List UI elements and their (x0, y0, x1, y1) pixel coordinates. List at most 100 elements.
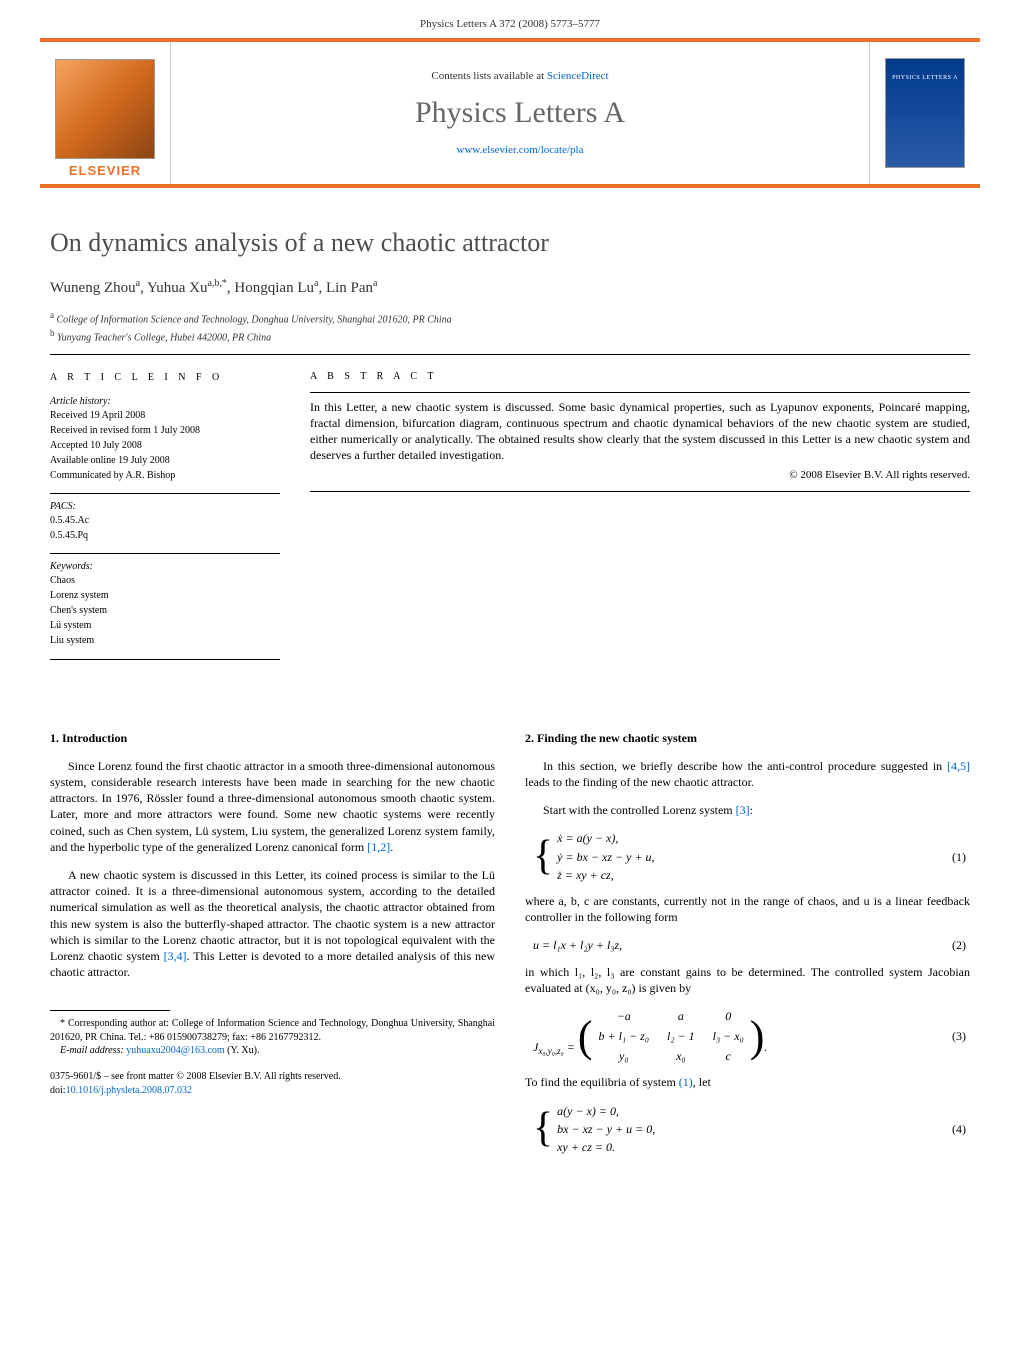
matrix-cell: y₀ (598, 1048, 649, 1064)
matrix-cell: l₂ − 1 (667, 1028, 695, 1044)
sec2-para-4: in which l₁, l₂, l₃ are constant gains t… (525, 964, 970, 996)
matrix-cell: a (667, 1008, 695, 1024)
p1b: leads to the finding of the new chaotic … (525, 775, 754, 789)
history-line: Received in revised form 1 July 2008 (50, 424, 280, 438)
equation-2: u = l₁x + l₂y + l₃z, (2) (525, 937, 970, 953)
sciencedirect-link[interactable]: ScienceDirect (547, 70, 609, 82)
keywords-label: Keywords: (50, 560, 280, 574)
pacs-label: PACS: (50, 500, 280, 514)
eq3-number: (3) (952, 1028, 970, 1044)
doi-label: doi: (50, 1085, 66, 1096)
history-line: Communicated by A.R. Bishop (50, 469, 280, 483)
eq4-l2: bx − xz − y + u = 0, (557, 1121, 655, 1137)
matrix-cell: c (713, 1048, 744, 1064)
ref-link-4-5[interactable]: [4,5] (947, 759, 970, 773)
matrix-cell: 0 (713, 1008, 744, 1024)
sec2-para-3: where a, b, c are constants, currently n… (525, 893, 970, 925)
equation-1: { ẋ = a(y − x), ẏ = bx − xz − y + u, ż =… (525, 830, 970, 883)
ref-link-1-2[interactable]: [1,2] (367, 840, 390, 854)
abstract-heading: a b s t r a c t (310, 371, 970, 382)
doi-link[interactable]: 10.1016/j.physleta.2008.07.032 (66, 1085, 192, 1096)
email-link[interactable]: yuhuaxu2004@163.com (126, 1045, 224, 1056)
abstract-column: a b s t r a c t In this Letter, a new ch… (310, 371, 970, 670)
email-name: (Y. Xu). (227, 1045, 259, 1056)
history-line: Available online 19 July 2008 (50, 454, 280, 468)
eq2-number: (2) (952, 937, 970, 953)
eq4-number: (4) (952, 1121, 970, 1137)
sec2-para-5: To find the equilibria of system (1), le… (525, 1074, 970, 1090)
eq1-number: (1) (952, 849, 970, 865)
matrix-cell: b + l₁ − z₀ (598, 1028, 649, 1044)
abstract-copyright: © 2008 Elsevier B.V. All rights reserved… (310, 469, 970, 492)
ref-link-3-4[interactable]: [3,4] (164, 949, 187, 963)
equation-4: { a(y − x) = 0, bx − xz − y + u = 0, xy … (525, 1103, 970, 1156)
abstract-text: In this Letter, a new chaotic system is … (310, 392, 970, 464)
running-head: Physics Letters A 372 (2008) 5773–5777 (0, 0, 1020, 38)
ref-link-3[interactable]: [3] (736, 803, 750, 817)
keyword-line: Liu system (50, 634, 280, 648)
journal-cover-block: PHYSICS LETTERS A (870, 42, 980, 184)
section-2-heading: 2. Finding the new chaotic system (525, 730, 970, 746)
p1a: In this section, we briefly describe how… (543, 759, 947, 773)
banner-center: Contents lists available at ScienceDirec… (170, 42, 870, 184)
journal-url-line: www.elsevier.com/locate/pla (457, 144, 584, 156)
body-columns: 1. Introduction Since Lorenz found the f… (50, 730, 970, 1166)
matrix-cell: −a (598, 1008, 649, 1024)
history-line: Accepted 10 July 2008 (50, 439, 280, 453)
eq1-l3: ż = xy + cz, (557, 867, 654, 883)
issn-line: 0375-9601/$ – see front matter © 2008 El… (50, 1070, 495, 1084)
doi-line: doi:10.1016/j.physleta.2008.07.032 (50, 1084, 495, 1098)
article-history-section: Article history: Received 19 April 2008R… (50, 395, 280, 483)
journal-banner: ELSEVIER Contents lists available at Sci… (40, 38, 980, 188)
equation-3: Jx₀,y₀,z₀ = ( −aa0b + l₁ − z₀l₂ − 1l₃ − … (525, 1008, 970, 1065)
p1-text: Since Lorenz found the first chaotic att… (50, 759, 495, 854)
sec2-para-1: In this section, we briefly describe how… (525, 758, 970, 790)
left-paren-icon: ( (578, 1020, 593, 1053)
right-column: 2. Finding the new chaotic system In thi… (525, 730, 970, 1166)
affiliation-line: a College of Information Science and Tec… (50, 309, 970, 327)
intro-para-1: Since Lorenz found the first chaotic att… (50, 758, 495, 855)
journal-url-link[interactable]: www.elsevier.com/locate/pla (457, 144, 584, 156)
history-line: Received 19 April 2008 (50, 409, 280, 423)
eq1-l1: ẋ = a(y − x), (557, 830, 654, 846)
right-paren-icon: ) (750, 1020, 765, 1053)
article-info-column: a r t i c l e i n f o Article history: R… (50, 371, 280, 670)
email-label: E-mail address: (60, 1045, 124, 1056)
info-abstract-row: a r t i c l e i n f o Article history: R… (50, 354, 970, 670)
contents-line: Contents lists available at ScienceDirec… (431, 70, 608, 82)
cover-text: PHYSICS LETTERS A (892, 75, 958, 81)
matrix-cell: l₃ − x₀ (713, 1028, 744, 1044)
pacs-line: 0.5.45.Ac (50, 514, 280, 528)
article-title: On dynamics analysis of a new chaotic at… (50, 228, 970, 258)
footnote-separator (50, 1010, 170, 1011)
intro-para-2: A new chaotic system is discussed in thi… (50, 867, 495, 980)
left-brace-icon: { (533, 1112, 553, 1146)
elsevier-tree-logo (55, 59, 155, 159)
eq3-sub: x₀,y₀,z₀ (538, 1046, 563, 1056)
keyword-line: Lü system (50, 619, 280, 633)
authors-line: Wuneng Zhoua, Yuhua Xua,b,*, Hongqian Lu… (50, 278, 970, 297)
eq2-line: u = l₁x + l₂y + l₃z, (525, 937, 622, 953)
p1-end: . (390, 840, 393, 854)
ref-link-eq1[interactable]: (1) (679, 1075, 693, 1089)
pacs-line: 0.5.45.Pq (50, 529, 280, 543)
affiliations: a College of Information Science and Tec… (50, 309, 970, 346)
keyword-line: Chaos (50, 574, 280, 588)
p5b: , let (693, 1075, 711, 1089)
bottom-meta: 0375-9601/$ – see front matter © 2008 El… (50, 1070, 495, 1098)
matrix-cell: x₀ (667, 1048, 695, 1064)
journal-cover-image: PHYSICS LETTERS A (885, 58, 965, 168)
eq1-l2: ẏ = bx − xz − y + u, (557, 849, 654, 865)
corresponding-author-footnote: * Corresponding author at: College of In… (50, 1017, 495, 1044)
p2a: Start with the controlled Lorenz system (543, 803, 736, 817)
contents-prefix: Contents lists available at (431, 70, 546, 82)
pacs-section: PACS: 0.5.45.Ac0.5.45.Pq (50, 493, 280, 543)
left-column: 1. Introduction Since Lorenz found the f… (50, 730, 495, 1166)
left-brace-icon: { (533, 840, 553, 874)
publisher-logo-block: ELSEVIER (40, 42, 170, 184)
eq4-l3: xy + cz = 0. (557, 1139, 655, 1155)
section-1-heading: 1. Introduction (50, 730, 495, 746)
journal-title: Physics Letters A (415, 96, 625, 130)
affiliation-line: b Yunyang Teacher's College, Hubei 44200… (50, 327, 970, 345)
p2b: : (750, 803, 753, 817)
